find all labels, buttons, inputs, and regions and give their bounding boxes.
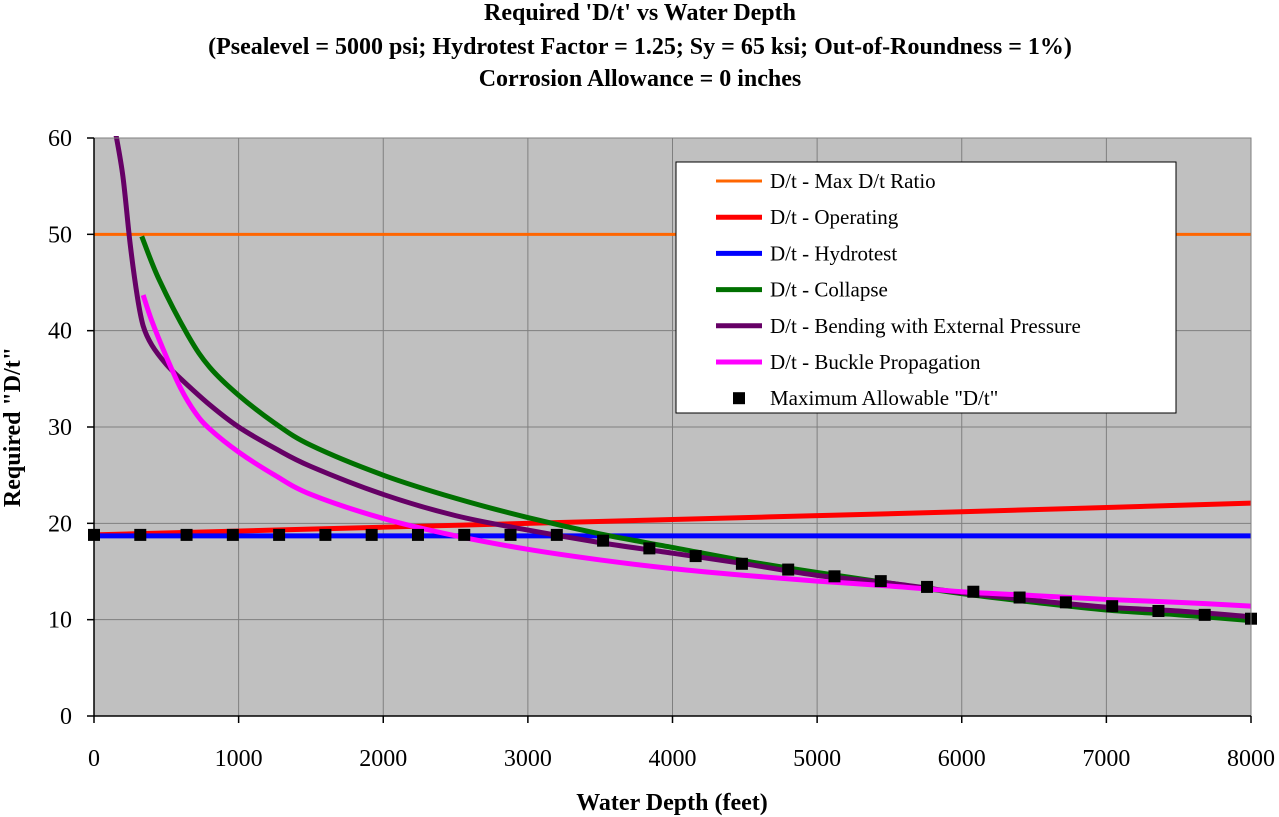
series-group bbox=[88, 136, 1257, 625]
max-allowable-point bbox=[365, 528, 378, 541]
chart-title-group: Required 'D/t' vs Water Depth (Psealevel … bbox=[208, 0, 1072, 92]
legend-label: D/t - Collapse bbox=[770, 278, 888, 302]
max-allowable-point bbox=[597, 534, 610, 547]
chart-title-line-3: Corrosion Allowance = 0 inches bbox=[479, 66, 802, 92]
y-tick-label: 0 bbox=[60, 704, 72, 730]
x-tick-label: 6000 bbox=[938, 746, 986, 772]
max-allowable-point bbox=[226, 528, 239, 541]
max-allowable-point bbox=[782, 563, 795, 576]
max-allowable-point bbox=[458, 528, 471, 541]
max-allowable-point bbox=[1152, 604, 1165, 617]
x-tick-label: 0 bbox=[88, 746, 100, 772]
x-tick-label: 7000 bbox=[1082, 746, 1130, 772]
series-markers-maximum-allowable-d-t bbox=[88, 528, 1257, 625]
max-allowable-point bbox=[273, 528, 286, 541]
max-allowable-point bbox=[1013, 591, 1026, 604]
max-allowable-point bbox=[921, 580, 934, 593]
x-tick-label: 4000 bbox=[649, 746, 697, 772]
y-tick-label: 10 bbox=[48, 608, 72, 634]
y-axis-label: Required "D/t" bbox=[0, 347, 26, 507]
series-line-d-t-buckle-propagation bbox=[140, 294, 1252, 609]
legend-item: D/t - Max D/t Ratio bbox=[716, 169, 936, 193]
y-tick-label: 40 bbox=[48, 319, 72, 345]
max-allowable-point bbox=[735, 557, 748, 570]
x-tick-label: 1000 bbox=[215, 746, 263, 772]
legend-label: D/t - Operating bbox=[770, 205, 899, 229]
y-tick-label: 60 bbox=[48, 126, 72, 152]
x-tick-label: 2000 bbox=[359, 746, 407, 772]
max-allowable-point bbox=[550, 528, 563, 541]
y-tick-label: 50 bbox=[48, 222, 72, 248]
legend-item: D/t - Operating bbox=[716, 205, 899, 229]
x-axis-label: Water Depth (feet) bbox=[576, 790, 767, 816]
axes: 0 1000 2000 3000 4000 5000 6000 7000 8000 0 10 20 30… bbox=[48, 126, 1275, 772]
legend: D/t - Max D/t Ratio D/t - Operating D/t - … bbox=[675, 161, 1177, 414]
max-allowable-point bbox=[689, 550, 702, 563]
legend-label: Maximum Allowable "D/t" bbox=[770, 386, 998, 410]
y-tick-label: 20 bbox=[48, 511, 72, 537]
max-allowable-point bbox=[319, 528, 332, 541]
max-allowable-point bbox=[828, 570, 841, 583]
max-allowable-point bbox=[504, 528, 517, 541]
legend-item: D/t - Buckle Propagation bbox=[716, 350, 981, 374]
max-allowable-point bbox=[1198, 608, 1211, 621]
max-allowable-point bbox=[180, 528, 193, 541]
x-tick-label: 5000 bbox=[793, 746, 841, 772]
max-allowable-point bbox=[1059, 596, 1072, 609]
x-tick-label: 3000 bbox=[504, 746, 552, 772]
legend-item: D/t - Collapse bbox=[716, 278, 888, 302]
max-allowable-point bbox=[134, 528, 147, 541]
legend-label: D/t - Bending with External Pressure bbox=[770, 314, 1081, 338]
x-tick-label: 8000 bbox=[1227, 746, 1275, 772]
legend-label: D/t - Max D/t Ratio bbox=[770, 169, 936, 193]
max-allowable-point bbox=[1106, 600, 1119, 613]
legend-label: D/t - Hydrotest bbox=[770, 241, 897, 265]
max-allowable-point bbox=[874, 575, 887, 588]
max-allowable-point bbox=[411, 528, 424, 541]
legend-item: D/t - Bending with External Pressure bbox=[716, 314, 1081, 338]
max-allowable-point bbox=[967, 585, 980, 598]
chart-title-line-2: (Psealevel = 5000 psi; Hydrotest Factor … bbox=[208, 34, 1072, 60]
legend-item: D/t - Hydrotest bbox=[716, 241, 897, 265]
legend-label: D/t - Buckle Propagation bbox=[770, 350, 981, 374]
chart-title-line-1: Required 'D/t' vs Water Depth bbox=[484, 0, 796, 26]
legend-item: Maximum Allowable "D/t" bbox=[733, 386, 998, 410]
legend-swatch bbox=[733, 392, 745, 405]
max-allowable-point bbox=[643, 542, 656, 555]
y-tick-label: 30 bbox=[48, 415, 72, 441]
